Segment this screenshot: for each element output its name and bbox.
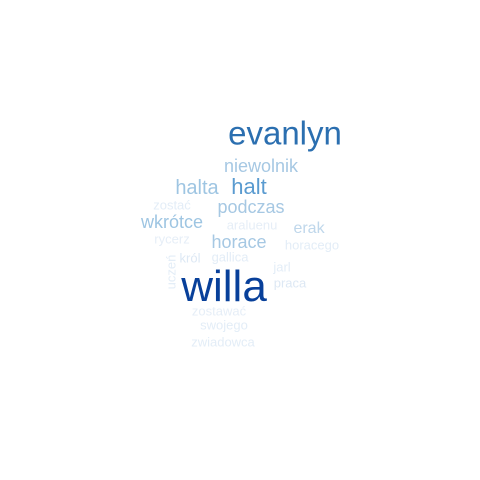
word-zostac[interactable]: zostać	[153, 197, 191, 213]
word-gallica[interactable]: gallica	[211, 249, 249, 265]
word-wkrotce[interactable]: wkrótce	[140, 212, 204, 232]
word-zwiadowca[interactable]: zwiadowca	[191, 334, 255, 350]
word-araluenu[interactable]: araluenu	[226, 217, 278, 233]
word-rycerz[interactable]: rycerz	[154, 231, 190, 247]
word-swojego[interactable]: swojego	[200, 317, 248, 333]
word-halt[interactable]: halt	[231, 174, 267, 199]
word-uczen[interactable]: uczeń	[163, 254, 179, 290]
word-erak[interactable]: erak	[293, 220, 325, 237]
word-horace[interactable]: horace	[211, 232, 267, 252]
word-zostawac[interactable]: zostawać	[191, 303, 247, 319]
word-niewolnik[interactable]: niewolnik	[223, 156, 299, 176]
word-podczas[interactable]: podczas	[217, 197, 285, 217]
word-horacego[interactable]: horacego	[284, 237, 340, 253]
word-jarl[interactable]: jarl	[273, 259, 291, 275]
word-halta[interactable]: halta	[175, 177, 219, 199]
word-willa[interactable]: willa	[181, 262, 267, 311]
word-praca[interactable]: praca	[273, 275, 307, 291]
word-krol[interactable]: król	[179, 250, 201, 266]
word-evanlyn[interactable]: evanlyn	[228, 114, 342, 152]
